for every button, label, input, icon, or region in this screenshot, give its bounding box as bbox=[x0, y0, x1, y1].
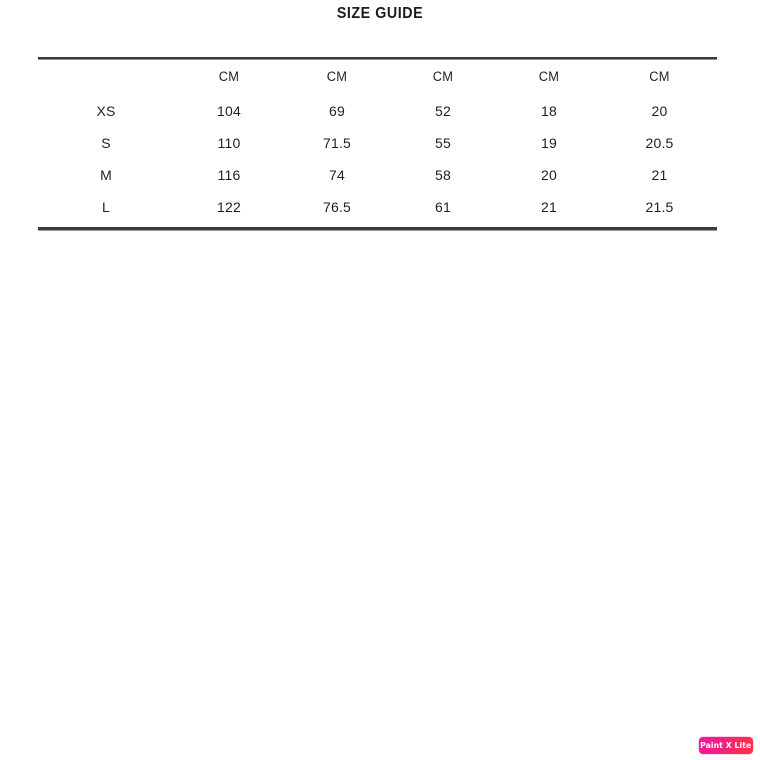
header-cell-unit-1: CM bbox=[218, 68, 240, 84]
table-body: XS 104 69 52 18 20 S 110 71.5 55 19 20.5… bbox=[38, 95, 717, 223]
table-row: S 110 71.5 55 19 20.5 bbox=[38, 127, 717, 159]
header-row: CM CM CM CM CM bbox=[38, 57, 717, 95]
size-guide-table: CM CM CM CM CM XS 104 69 52 18 20 S 110 … bbox=[38, 57, 717, 223]
table-header: CM CM CM CM CM bbox=[38, 57, 717, 95]
cell-value: 20 bbox=[541, 167, 557, 183]
header-cell-unit-4: CM bbox=[538, 68, 560, 84]
page-title: SIZE GUIDE bbox=[336, 5, 424, 22]
cell-value: 20.5 bbox=[645, 135, 674, 151]
cell-value: 104 bbox=[217, 103, 241, 119]
cell-value: 55 bbox=[435, 135, 451, 151]
cell-value: 116 bbox=[217, 167, 241, 183]
cell-value: 21 bbox=[541, 199, 557, 215]
cell-value: 69 bbox=[329, 103, 345, 119]
cell-value: 20 bbox=[651, 103, 668, 119]
cell-value: 76.5 bbox=[322, 199, 352, 215]
table-top-rule bbox=[38, 57, 717, 59]
header-cell-unit-5: CM bbox=[649, 68, 670, 84]
header-cell-unit-2: CM bbox=[326, 68, 348, 84]
cell-value: 74 bbox=[329, 167, 345, 183]
row-size-label: L bbox=[102, 199, 110, 215]
cell-value: 71.5 bbox=[322, 135, 352, 151]
watermark-label: Paint X Lite bbox=[700, 740, 752, 750]
cell-value: 122 bbox=[217, 199, 241, 215]
cell-value: 18 bbox=[541, 103, 557, 119]
table-row: XS 104 69 52 18 20 bbox=[38, 95, 717, 127]
cell-value: 21 bbox=[651, 167, 668, 183]
cell-value: 21.5 bbox=[645, 199, 674, 215]
row-size-label: XS bbox=[96, 103, 116, 119]
header-cell-size bbox=[41, 57, 170, 95]
table-bottom-rule bbox=[38, 227, 717, 230]
cell-value: 52 bbox=[435, 103, 451, 119]
row-size-label: S bbox=[101, 135, 111, 151]
table-row: M 116 74 58 20 21 bbox=[38, 159, 717, 191]
header-cell-unit-3: CM bbox=[432, 68, 454, 84]
cell-value: 58 bbox=[435, 167, 451, 183]
cell-value: 110 bbox=[217, 135, 241, 151]
cell-value: 61 bbox=[435, 199, 451, 215]
paint-x-lite-watermark: Paint X Lite bbox=[699, 737, 753, 754]
size-guide-table-container: CM CM CM CM CM XS 104 69 52 18 20 S 110 … bbox=[38, 57, 717, 223]
row-size-label: M bbox=[100, 167, 112, 183]
table-row: L 122 76.5 61 21 21.5 bbox=[38, 191, 717, 223]
cell-value: 19 bbox=[541, 135, 557, 151]
